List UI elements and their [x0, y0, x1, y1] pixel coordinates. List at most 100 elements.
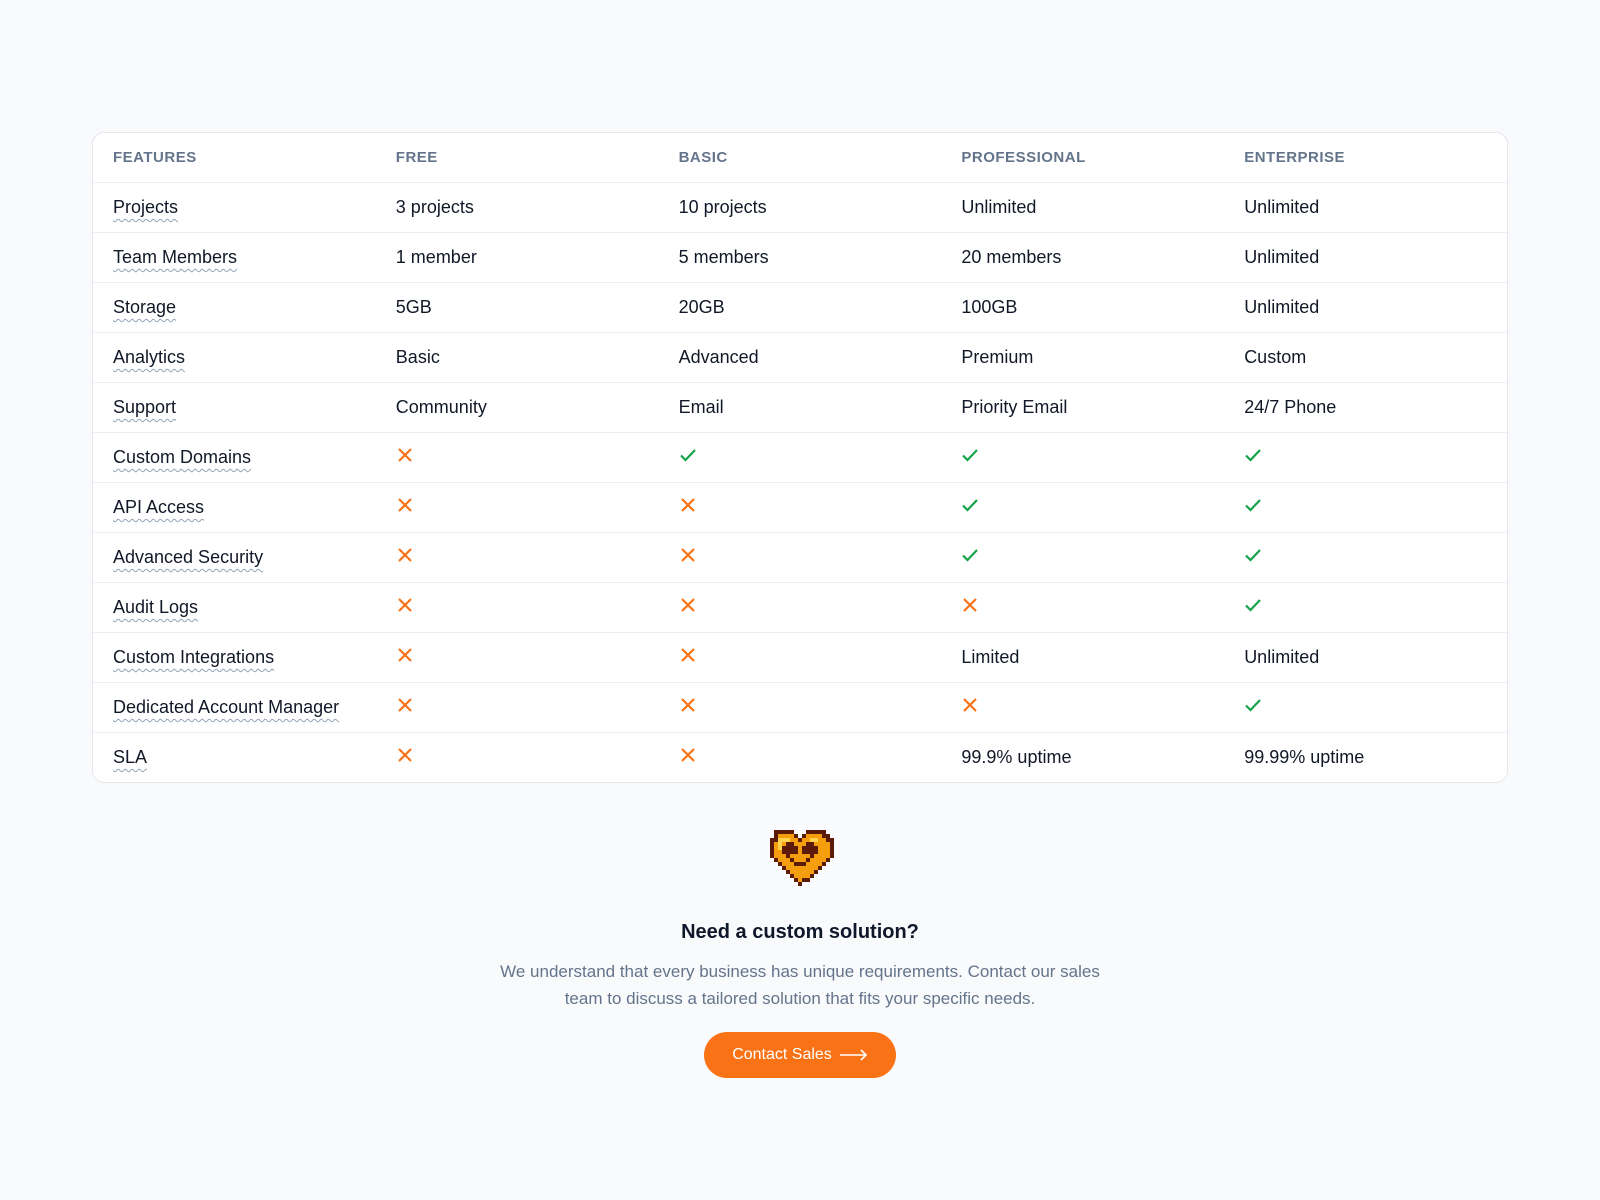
basic-cell: Email [678, 397, 724, 417]
cross-icon [680, 548, 695, 562]
arrow-right-icon [839, 1049, 867, 1061]
feature-name[interactable]: Advanced Security [113, 547, 264, 567]
enterprise-cell: Unlimited [1244, 197, 1320, 217]
enterprise-cell: Unlimited [1244, 647, 1320, 667]
professional-cell [941, 496, 1224, 519]
free-cell [376, 496, 659, 519]
cross-icon [963, 698, 978, 712]
enterprise-cell [1224, 596, 1507, 619]
feature-cell: Storage [93, 297, 376, 318]
basic-cell [659, 696, 942, 719]
professional-cell: Limited [961, 647, 1020, 667]
feature-cell: Custom Domains [93, 447, 376, 468]
feature-name[interactable]: Team Members [113, 247, 238, 267]
professional-cell: 20 members [961, 247, 1062, 267]
free-cell [376, 446, 659, 469]
check-icon [962, 499, 979, 512]
header-free: FREE [395, 149, 438, 166]
free-cell: 5GB [395, 297, 432, 317]
basic-cell: 10 projects [678, 197, 767, 217]
cross-icon [963, 598, 978, 612]
feature-cell: Team Members [93, 247, 376, 268]
pricing-comparison-table: FEATURES FREE BASIC PROFESSIONAL ENTERPR… [92, 132, 1508, 783]
table-row: Storage 5GB 20GB 100GB Unlimited [93, 282, 1507, 332]
feature-cell: Advanced Security [93, 547, 376, 568]
basic-cell [659, 646, 942, 669]
feature-cell: Dedicated Account Manager [93, 697, 376, 718]
header-features: FEATURES [113, 149, 197, 166]
cross-icon [398, 598, 412, 612]
enterprise-cell: 99.99% uptime [1244, 747, 1365, 767]
enterprise-cell: Custom [1244, 347, 1307, 367]
feature-cell: API Access [93, 497, 376, 518]
professional-cell [941, 546, 1224, 569]
feature-name[interactable]: Support [113, 397, 177, 417]
enterprise-cell [1224, 446, 1507, 469]
basic-cell [659, 546, 942, 569]
table-row: Projects 3 projects 10 projects Unlimited Un… [93, 182, 1507, 232]
basic-cell: 5 members [678, 247, 769, 267]
table-row: Custom Domains [93, 432, 1507, 482]
feature-name[interactable]: Storage [113, 297, 177, 317]
cta-title: Need a custom solution? [681, 921, 919, 943]
feature-cell: SLA [93, 747, 376, 768]
header-enterprise: ENTERPRISE [1244, 149, 1346, 166]
feature-name[interactable]: Audit Logs [113, 597, 199, 617]
free-cell: 1 member [395, 247, 477, 267]
feature-name[interactable]: Custom Integrations [113, 647, 275, 667]
basic-cell [659, 596, 942, 619]
cta-description: We understand that every business has un… [500, 962, 1100, 1008]
enterprise-cell [1224, 696, 1507, 719]
free-cell [376, 546, 659, 569]
check-icon [1245, 449, 1261, 462]
professional-cell [941, 596, 1224, 619]
cross-icon [398, 448, 412, 462]
cross-icon [398, 498, 412, 512]
check-icon [1245, 599, 1261, 612]
cross-icon [398, 748, 412, 762]
basic-cell [659, 746, 942, 769]
feature-cell: Custom Integrations [93, 647, 376, 668]
basic-cell [659, 496, 942, 519]
check-icon [962, 449, 979, 462]
enterprise-cell: 24/7 Phone [1244, 397, 1337, 417]
table-row: API Access [93, 482, 1507, 532]
feature-cell: Support [93, 397, 376, 418]
feature-name[interactable]: SLA [113, 747, 148, 767]
cross-icon [680, 498, 695, 512]
professional-cell [941, 446, 1224, 469]
feature-name[interactable]: API Access [113, 497, 205, 517]
header-professional: PROFESSIONAL [961, 149, 1086, 166]
feature-name[interactable]: Analytics [113, 347, 186, 367]
enterprise-cell [1224, 546, 1507, 569]
basic-cell [659, 446, 942, 469]
table-row: Team Members 1 member 5 members 20 members U… [93, 232, 1507, 282]
free-cell: 3 projects [395, 197, 474, 217]
enterprise-cell: Unlimited [1244, 247, 1320, 267]
professional-cell: Priority Email [961, 397, 1068, 417]
free-cell: Basic [395, 347, 440, 367]
cross-icon [398, 548, 412, 562]
table-row: Advanced Security [93, 532, 1507, 582]
free-cell [376, 646, 659, 669]
professional-cell [941, 696, 1224, 719]
table-row: Dedicated Account Manager [93, 682, 1507, 732]
feature-name[interactable]: Projects [113, 197, 179, 217]
check-icon [1245, 699, 1261, 712]
feature-name[interactable]: Custom Domains [113, 447, 252, 467]
feature-cell: Audit Logs [93, 597, 376, 618]
table-header: FEATURES FREE BASIC PROFESSIONAL ENTERPR… [93, 133, 1507, 182]
table-row: Support Community Email Priority Email 24/7 … [93, 382, 1507, 432]
feature-cell: Analytics [93, 347, 376, 368]
professional-cell: 99.9% uptime [961, 747, 1072, 767]
table-row: SLA 99.9% uptime 99.99% uptime [93, 732, 1507, 782]
feature-name[interactable]: Dedicated Account Manager [113, 697, 340, 717]
enterprise-cell [1224, 496, 1507, 519]
cross-icon [680, 748, 695, 762]
table-body: Projects 3 projects 10 projects Unlimited Un… [93, 182, 1507, 782]
contact-sales-button[interactable]: Contact Sales [704, 1032, 896, 1078]
enterprise-cell: Unlimited [1244, 297, 1320, 317]
check-icon [962, 549, 979, 562]
professional-cell: Unlimited [961, 197, 1037, 217]
free-cell [376, 696, 659, 719]
